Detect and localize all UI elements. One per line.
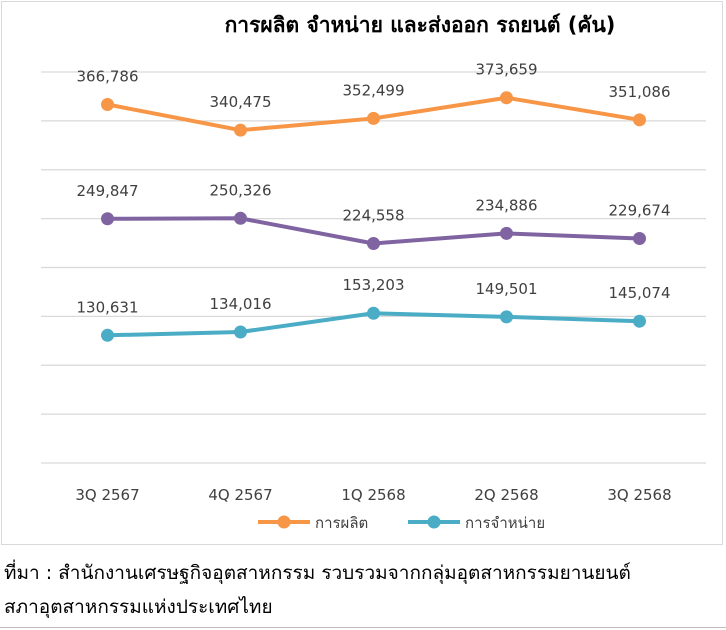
chart-title: การผลิต จำหน่าย และส่งออก รถยนต์ (คัน) — [225, 13, 616, 37]
data-label: 224,558 — [342, 206, 404, 224]
data-label: 134,016 — [209, 295, 271, 313]
source-line-2: สภาอุตสาหกรรมแห่งประเทศไทย — [4, 596, 273, 618]
line-chart: การผลิต จำหน่าย และส่งออก รถยนต์ (คัน) 3Q… — [41, 13, 706, 532]
legend-marker — [427, 515, 441, 529]
data-point — [500, 310, 513, 324]
data-label: 351,086 — [608, 83, 670, 101]
data-label: 153,203 — [342, 276, 404, 294]
data-point — [234, 211, 247, 225]
data-label: 229,674 — [608, 201, 670, 219]
data-point — [234, 325, 247, 339]
data-point — [367, 111, 380, 125]
legend-label: การจำหน่าย — [465, 514, 545, 532]
data-point — [633, 113, 646, 127]
data-point — [633, 231, 646, 245]
data-label: 234,886 — [475, 196, 537, 214]
source-note: ที่มา : สำนักงานเศรษฐกิจอุตสาหกรรม รวบรว… — [4, 556, 631, 624]
data-point — [500, 91, 513, 105]
data-label: 249,847 — [76, 182, 138, 200]
data-label: 366,786 — [76, 67, 138, 85]
data-point — [633, 314, 646, 328]
x-tick-label: 4Q 2567 — [208, 486, 272, 504]
x-tick-label: 1Q 2568 — [341, 486, 405, 504]
data-point — [101, 328, 114, 342]
data-label: 130,631 — [76, 298, 138, 316]
data-label: 373,659 — [475, 61, 537, 79]
legend-marker — [277, 515, 291, 529]
data-point — [101, 212, 114, 226]
data-point — [101, 97, 114, 111]
data-point — [500, 226, 513, 240]
data-point — [367, 306, 380, 320]
data-point — [367, 236, 380, 250]
chart-area — [1, 1, 723, 545]
data-label: 250,326 — [209, 181, 271, 199]
x-tick-label: 3Q 2568 — [607, 486, 671, 504]
legend-label: การผลิต — [315, 514, 368, 532]
data-label: 352,499 — [342, 81, 404, 99]
data-label: 145,074 — [608, 284, 670, 302]
x-tick-label: 3Q 2567 — [75, 486, 139, 504]
data-label: 340,475 — [209, 93, 271, 111]
divider — [0, 627, 726, 628]
data-label: 149,501 — [475, 280, 537, 298]
data-point — [234, 123, 247, 137]
source-line-1: ที่มา : สำนักงานเศรษฐกิจอุตสาหกรรม รวบรว… — [4, 562, 631, 584]
x-tick-label: 2Q 2568 — [474, 486, 538, 504]
